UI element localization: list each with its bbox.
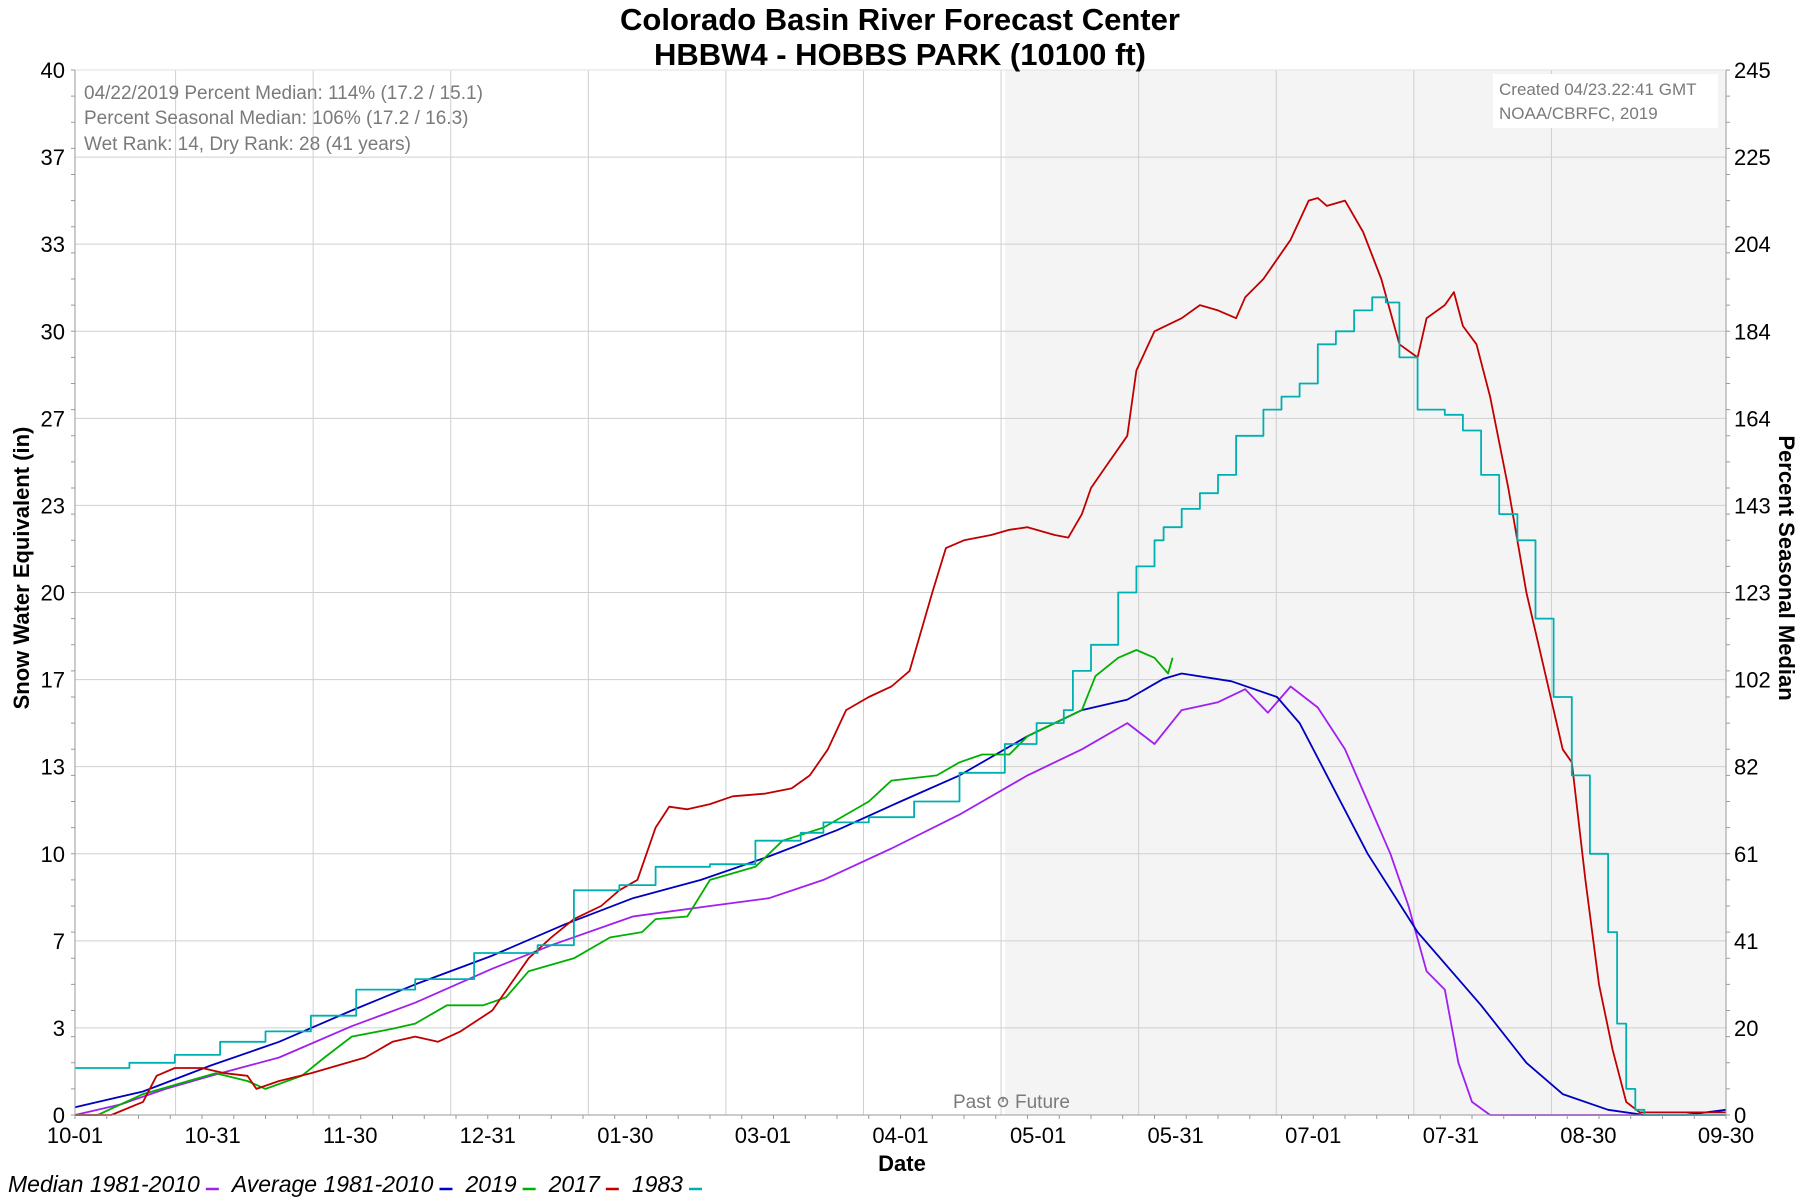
x-tick-label: 10-31 [184, 1123, 240, 1148]
y-tick-label: 37 [41, 145, 65, 170]
x-tick-label: 07-31 [1423, 1123, 1479, 1148]
x-tick-label: 05-01 [1010, 1123, 1066, 1148]
y-tick-label: 0 [53, 1103, 65, 1128]
credit-created: Created 04/23.22:41 GMT [1499, 80, 1697, 99]
y-right-tick-label: 245 [1734, 58, 1771, 83]
y-right-tick-label: 164 [1734, 406, 1771, 431]
x-tick-label: 04-01 [872, 1123, 928, 1148]
future-label: Future [1015, 1092, 1070, 1113]
y-tick-label: 23 [41, 493, 65, 518]
y-tick-label: 40 [41, 58, 65, 83]
x-tick-label: 12-31 [460, 1123, 516, 1148]
x-tick-label: 08-30 [1560, 1123, 1616, 1148]
y-right-tick-label: 204 [1734, 232, 1771, 257]
legend: Median 1981-2010 Average 1981-2010 2019 201… [8, 1171, 702, 1197]
legend-label-2017: 2017 [548, 1171, 601, 1197]
x-tick-label: 09-30 [1698, 1123, 1754, 1148]
y-right-tick-label: 41 [1734, 929, 1758, 954]
x-tick-label: 11-30 [323, 1123, 378, 1148]
series-lines [74, 197, 1727, 1116]
y-tick-label: 30 [41, 319, 65, 344]
x-axis-label: Date [878, 1151, 926, 1176]
past-label: Past [953, 1092, 992, 1113]
y-axis-label: Snow Water Equivalent (in) [9, 427, 34, 710]
y-right-tick-label: 20 [1734, 1016, 1758, 1041]
legend-label-1983: 1983 [632, 1171, 683, 1197]
credit-box: Created 04/23.22:41 GMT NOAA/CBRFC, 2019 [1493, 74, 1718, 128]
y-tick-label: 20 [41, 581, 65, 606]
x-tick-label: 03-01 [735, 1123, 791, 1148]
tick-labels: 10-01 10-31 11-30 12-31 01-30 03-01 04-01 05-01… [41, 58, 1771, 1148]
chart-title: Colorado Basin River Forecast Center [620, 2, 1180, 37]
x-tick-label: 01-30 [597, 1123, 653, 1148]
credit-box-background [1493, 74, 1718, 128]
y-right-tick-label: 102 [1734, 668, 1771, 693]
info-line-percent-median: 04/22/2019 Percent Median: 114% (17.2 / … [84, 83, 483, 104]
x-tick-label: 07-01 [1285, 1123, 1341, 1148]
y-right-tick-label: 225 [1734, 145, 1771, 170]
gridlines [75, 69, 1726, 1115]
legend-label-average-1981-2010: Average 1981-2010 [230, 1171, 434, 1197]
axes [71, 69, 1730, 1119]
credit-agency: NOAA/CBRFC, 2019 [1499, 104, 1658, 123]
y-tick-label: 7 [53, 929, 65, 954]
legend-label-median-1981-2010: Median 1981-2010 [8, 1171, 200, 1197]
chart-subtitle: HBBW4 - HOBBS PARK (10100 ft) [654, 37, 1146, 72]
x-tick-label: 10-01 [47, 1123, 103, 1148]
y-tick-label: 13 [41, 755, 65, 780]
series-line-2019 [75, 649, 1174, 1116]
legend-label-2019: 2019 [464, 1171, 516, 1197]
series-line-2017 [75, 197, 1726, 1116]
y-right-tick-label: 61 [1734, 842, 1758, 867]
info-line-seasonal-median: Percent Seasonal Median: 106% (17.2 / 16… [84, 108, 468, 129]
y-right-tick-label: 82 [1734, 755, 1758, 780]
y-tick-label: 10 [41, 842, 65, 867]
y-right-tick-label: 143 [1734, 493, 1771, 518]
y-tick-label: 17 [41, 668, 65, 693]
y-tick-label: 3 [53, 1016, 65, 1041]
info-box: 04/22/2019 Percent Median: 114% (17.2 / … [84, 83, 483, 155]
past-future-marker: Past Future [953, 1092, 1070, 1113]
info-line-rank: Wet Rank: 14, Dry Rank: 28 (41 years) [84, 134, 411, 155]
y-right-tick-label: 184 [1734, 319, 1771, 344]
y-axis-label-right: Percent Seasonal Median [1774, 435, 1799, 700]
y-tick-label: 33 [41, 232, 65, 257]
x-tick-label: 05-31 [1148, 1123, 1204, 1148]
y-tick-label: 27 [41, 406, 65, 431]
series-line-1983 [75, 296, 1726, 1116]
y-right-tick-label: 0 [1734, 1103, 1746, 1128]
y-right-tick-label: 123 [1734, 581, 1771, 606]
